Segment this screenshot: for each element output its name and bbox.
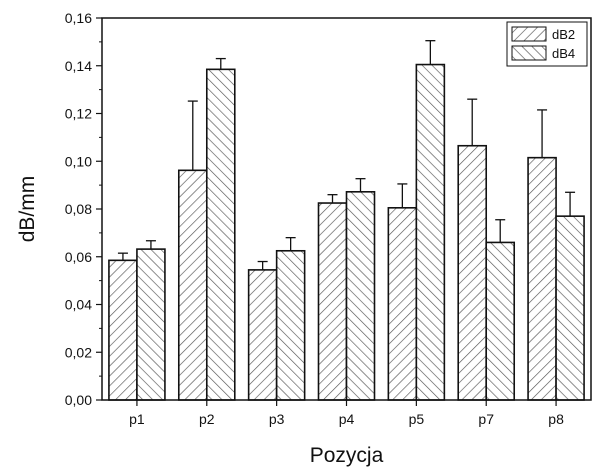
y-axis-ticks: 0,00 0,02 0,04 0,06 0,08 0,10 0,12 0,14 0,16 <box>65 10 102 408</box>
y-axis-title: dB/mm <box>16 176 39 243</box>
x-tick-label: p5 <box>409 411 425 427</box>
y-tick-label: 0,08 <box>65 201 92 217</box>
x-tick-label: p8 <box>548 411 564 427</box>
x-axis-title: Pozycja <box>310 444 384 467</box>
y-tick-label: 0,02 <box>65 344 92 360</box>
bar-db2-p5 <box>387 207 418 401</box>
legend-swatch-db4 <box>511 45 547 61</box>
bar-db4-p3 <box>275 249 306 401</box>
bar-db4-p8 <box>555 215 585 401</box>
x-tick-label: p2 <box>199 411 215 427</box>
bars-layer <box>108 63 585 401</box>
y-tick-label: 0,06 <box>65 249 92 265</box>
y-tick-label: 0,10 <box>65 153 92 169</box>
bar-db4-p7 <box>485 241 516 401</box>
x-tick-label: p4 <box>339 411 355 427</box>
y-tick-label: 0,14 <box>65 58 92 74</box>
y-tick-label: 0,00 <box>65 392 92 408</box>
bar-db2-p7 <box>457 144 488 401</box>
bar-db2-p1 <box>108 259 138 401</box>
bar-db4-p5 <box>415 63 446 401</box>
bar-db2-p4 <box>317 202 348 401</box>
bar-db2-p3 <box>247 269 278 401</box>
x-tick-label: p1 <box>129 411 145 427</box>
error-bars-layer <box>117 40 576 270</box>
x-tick-label: p7 <box>478 411 494 427</box>
legend-swatch-db2 <box>511 26 547 42</box>
legend-label-db4: dB4 <box>552 46 575 61</box>
bar-db4-p2 <box>205 68 236 401</box>
bar-db4-p1 <box>136 248 166 401</box>
legend-label-db2: dB2 <box>552 27 575 42</box>
bar-db4-p4 <box>345 191 376 401</box>
y-tick-label: 0,16 <box>65 10 92 26</box>
legend: dB2 dB4 <box>506 21 588 67</box>
y-tick-label: 0,04 <box>65 297 92 313</box>
y-tick-label: 0,12 <box>65 106 92 122</box>
bar-db2-p2 <box>177 169 208 401</box>
x-tick-label: p3 <box>269 411 285 427</box>
x-axis-ticks: p1 p2 p3 p4 p5 p7 p8 <box>129 400 564 427</box>
bar-db2-p8 <box>527 156 557 401</box>
